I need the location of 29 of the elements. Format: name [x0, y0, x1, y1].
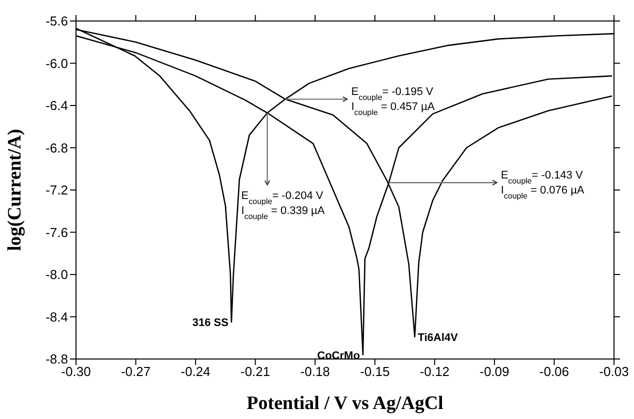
- annotation: E$_{couple}$= -0.143 V: [500, 170, 584, 186]
- x-tick-label: -0.18: [300, 364, 330, 380]
- y-tick-label: -6.4: [46, 98, 68, 114]
- y-tick-label: -6.0: [46, 56, 68, 71]
- x-tick-label: -0.06: [539, 364, 570, 380]
- x-tick-label: -0.15: [360, 364, 390, 380]
- annotation: E$_{couple}$= -0.195 V: [351, 86, 434, 102]
- annotation: I$_{couple}$ = 0.076 µA: [500, 184, 585, 200]
- x-tick-label: -0.24: [180, 364, 210, 380]
- y-tick-label: -8.0: [46, 267, 68, 282]
- y-tick-label: -7.2: [46, 182, 68, 198]
- x-tick-label: -0.30: [61, 364, 91, 380]
- x-tick-label: -0.27: [120, 364, 151, 380]
- x-tick-label: -0.09: [480, 364, 510, 380]
- y-tick-label: -5.6: [46, 14, 68, 29]
- series-label: Ti6Al4V: [418, 332, 459, 344]
- annotation: I$_{couple}$ = 0.339 µA: [241, 204, 326, 220]
- y-tick-label: -8.4: [46, 309, 68, 324]
- y-tick-label: -8.8: [46, 352, 68, 367]
- x-tick-label: -0.21: [240, 364, 270, 380]
- x-tick-label: -0.12: [420, 364, 450, 380]
- y-axis-title: log(Current/A): [4, 128, 26, 252]
- y-tick-label: -7.6: [46, 224, 68, 240]
- series-label: 316 SS: [192, 317, 228, 330]
- annotation: E$_{couple}$= -0.204 V: [241, 190, 324, 206]
- annotation: I$_{couple}$ = 0.457 µA: [351, 101, 436, 117]
- x-axis-title: Potential / V vs Ag/AgCl: [246, 393, 444, 414]
- y-tick-label: -6.8: [46, 140, 68, 156]
- x-tick-label: -0.03: [599, 364, 629, 380]
